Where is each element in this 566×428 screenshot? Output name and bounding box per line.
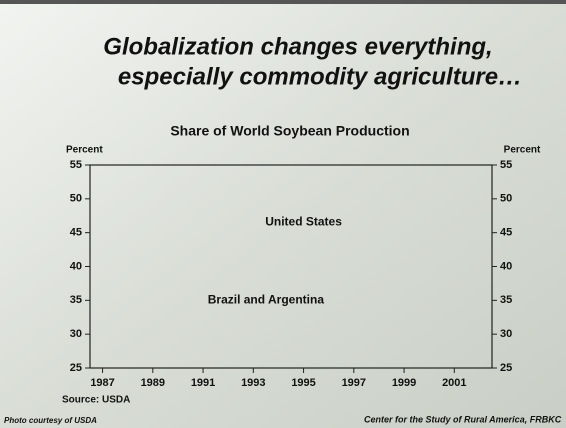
credit: Center for the Study of Rural America, F…	[364, 414, 562, 424]
series-label: Brazil and Argentina	[208, 293, 325, 307]
x-tick-label: 1991	[191, 377, 215, 389]
y2-tick-label: 25	[500, 362, 512, 374]
slide-title-line1: Globalization changes everything,	[103, 33, 492, 60]
y-tick-label: 45	[70, 227, 82, 239]
y-tick-label: 40	[70, 260, 82, 272]
y-tick-label: 30	[70, 328, 82, 340]
photo-credit: Photo courtesy of USDA	[4, 416, 97, 425]
y-axis-label: Percent	[66, 145, 103, 156]
series-label: United States	[265, 215, 342, 229]
x-tick-label: 1995	[291, 377, 315, 389]
y-tick-label: 25	[70, 362, 82, 374]
y2-axis-label: Percent	[504, 145, 541, 156]
x-tick-label: 1999	[392, 377, 416, 389]
y2-tick-label: 30	[500, 328, 512, 340]
source: Source: USDA	[62, 395, 130, 406]
x-tick-label: 1993	[241, 377, 265, 389]
slide: Globalization changes everything, especi…	[0, 0, 566, 428]
y2-tick-label: 45	[500, 227, 512, 239]
top-border	[0, 0, 566, 4]
x-tick-label: 2001	[442, 377, 466, 389]
x-tick-label: 1987	[90, 377, 114, 389]
y2-tick-label: 40	[500, 260, 512, 272]
x-tick-label: 1989	[141, 377, 165, 389]
y-tick-label: 50	[70, 193, 82, 205]
slide-title-line2: especially commodity agriculture…	[118, 63, 522, 90]
x-tick-label: 1997	[342, 377, 366, 389]
y-tick-label: 55	[70, 159, 82, 171]
chart-title: Share of World Soybean Production	[170, 123, 409, 139]
y2-tick-label: 35	[500, 294, 512, 306]
y2-tick-label: 50	[500, 193, 512, 205]
y-tick-label: 35	[70, 294, 82, 306]
y2-tick-label: 55	[500, 159, 512, 171]
